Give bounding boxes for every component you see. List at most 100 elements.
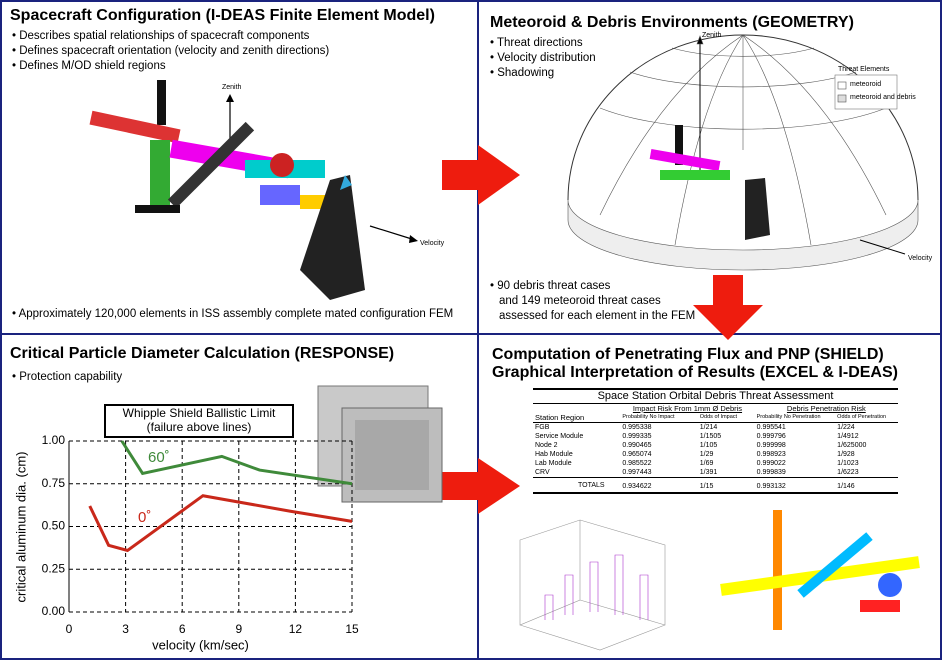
- table-cell: 1/29: [698, 450, 755, 459]
- series-line: [90, 496, 352, 551]
- axis-label: Velocity: [908, 255, 932, 262]
- bullet: Shadowing: [490, 67, 554, 79]
- table-cell: 1/69: [698, 459, 755, 468]
- totals-row: TOTALS0.9346221/150.9931321/146: [533, 478, 898, 494]
- bullet: Defines M/OD shield regions: [12, 60, 166, 72]
- table-cell: Odds of Penetration: [835, 413, 898, 423]
- table-cell: FGB: [533, 423, 620, 433]
- bullet: Protection capability: [12, 371, 122, 383]
- table-cell: Station Region: [533, 413, 620, 423]
- chart: 0.00 0.25 0.50 0.75 1.00 0 3 6 9 12 15 velocity (km…: [13, 405, 359, 652]
- table-cell: Service Module: [533, 432, 620, 441]
- table-cell: 0.999998: [755, 441, 836, 450]
- panel-title: Computation of Penetrating Flux and PNP …: [492, 346, 884, 364]
- axis-label: Zenith: [702, 32, 721, 39]
- table-cell: 0.993132: [755, 478, 836, 494]
- y-tick-label: 0.25: [42, 561, 66, 575]
- spacecraft-model: [90, 80, 418, 300]
- arrow-right: [442, 458, 520, 514]
- table-cell: 0.999335: [620, 432, 697, 441]
- threat-table: Space Station Orbital Debris Threat Asse…: [533, 388, 898, 494]
- legend-title: Threat Elements: [838, 66, 889, 73]
- artwork: 0.00 0.25 0.50 0.75 1.00 0 3 6 9 12 15 velocity (km…: [0, 0, 942, 660]
- table-cell: Probability No Penetration: [755, 413, 836, 423]
- footnote: 90 debris threat cases: [490, 280, 610, 292]
- table-cell: 1/146: [835, 478, 898, 494]
- table-cell: 0.934622: [620, 478, 697, 494]
- legend-item: meteoroid and debris: [850, 94, 916, 101]
- series-label: 0˚: [138, 509, 151, 526]
- panel-title: Meteoroid & Debris Environments (GEOMETR…: [490, 14, 854, 32]
- y-tick-label: 0.75: [42, 476, 66, 490]
- group-row: Impact Risk From 1mm Ø DebrisDebris Pene…: [533, 404, 898, 414]
- table-cell: Probability No Impact: [620, 413, 697, 423]
- y-tick-label: 0.00: [42, 604, 66, 618]
- table-cell: 1/1505: [698, 432, 755, 441]
- bullet: Describes spatial relationships of space…: [12, 30, 309, 42]
- table-cell: 1/4912: [835, 432, 898, 441]
- table-cell: 0.995338: [620, 423, 697, 433]
- table-cell: Odds of Impact: [698, 413, 755, 423]
- table-cell: Hab Module: [533, 450, 620, 459]
- arrow-right: [442, 145, 520, 205]
- table-cell: Impact Risk From 1mm Ø Debris: [620, 404, 754, 414]
- station-picture: [720, 510, 920, 630]
- arrow-down: [693, 275, 763, 340]
- x-tick-label: 15: [345, 622, 359, 636]
- chart-title: (failure above lines): [147, 420, 252, 434]
- table-cell: 1/1023: [835, 459, 898, 468]
- table-cell: 1/391: [698, 468, 755, 478]
- histogram-picture: [520, 520, 665, 650]
- footnote: assessed for each element in the FEM: [499, 310, 695, 322]
- table-cell: 0.985522: [620, 459, 697, 468]
- x-tick-label: 3: [122, 622, 129, 636]
- x-tick-label: 0: [66, 622, 73, 636]
- table-cell: 1/928: [835, 450, 898, 459]
- footnote: Approximately 120,000 elements in ISS as…: [12, 308, 453, 320]
- table-cell: 0.999796: [755, 432, 836, 441]
- axis-label: Velocity: [420, 240, 444, 247]
- table-cell: 1/214: [698, 423, 755, 433]
- bullet: Threat directions: [490, 37, 583, 49]
- table-title-row: Space Station Orbital Debris Threat Asse…: [533, 389, 898, 404]
- x-tick-label: 9: [235, 622, 242, 636]
- y-tick-label: 0.50: [42, 519, 66, 533]
- table-cell: 0.998923: [755, 450, 836, 459]
- dome-model: [650, 125, 770, 240]
- table-cell: 1/6223: [835, 468, 898, 478]
- x-axis-title: velocity (km/sec): [152, 637, 249, 652]
- y-axis-title: critical aluminum dia. (cm): [13, 452, 28, 603]
- table-cell: 1/224: [835, 423, 898, 433]
- slide: 0.00 0.25 0.50 0.75 1.00 0 3 6 9 12 15 velocity (km…: [0, 0, 942, 660]
- table-cell: Lab Module: [533, 459, 620, 468]
- panel-title: Critical Particle Diameter Calculation (…: [10, 345, 394, 363]
- table-cell: [533, 404, 620, 414]
- shield-plate: [318, 386, 442, 502]
- table-cell: 0.965074: [620, 450, 697, 459]
- chart-title: Whipple Shield Ballistic Limit: [123, 406, 276, 420]
- legend-item: meteoroid: [850, 81, 881, 88]
- bullet: Defines spacecraft orientation (velocity…: [12, 45, 329, 57]
- table-cell: 1/105: [698, 441, 755, 450]
- panel-title: Spacecraft Configuration (I-DEAS Finite …: [10, 7, 435, 25]
- table-cell: 0.999839: [755, 468, 836, 478]
- table-cell: Space Station Orbital Debris Threat Asse…: [533, 389, 898, 404]
- table-cell: Node 2: [533, 441, 620, 450]
- y-tick-label: 1.00: [42, 433, 66, 447]
- table-cell: 0.990465: [620, 441, 697, 450]
- footnote: and 149 meteoroid threat cases: [499, 295, 661, 307]
- x-tick-label: 6: [179, 622, 186, 636]
- x-tick-label: 12: [289, 622, 303, 636]
- axis-label: Zenith: [222, 84, 241, 91]
- bullet: Velocity distribution: [490, 52, 596, 64]
- table-cell: 0.995541: [755, 423, 836, 433]
- table-cell: TOTALS: [533, 478, 620, 494]
- panel-title: Graphical Interpretation of Results (EXC…: [492, 364, 898, 382]
- table-cell: 0.999022: [755, 459, 836, 468]
- series-label: 60˚: [148, 449, 170, 466]
